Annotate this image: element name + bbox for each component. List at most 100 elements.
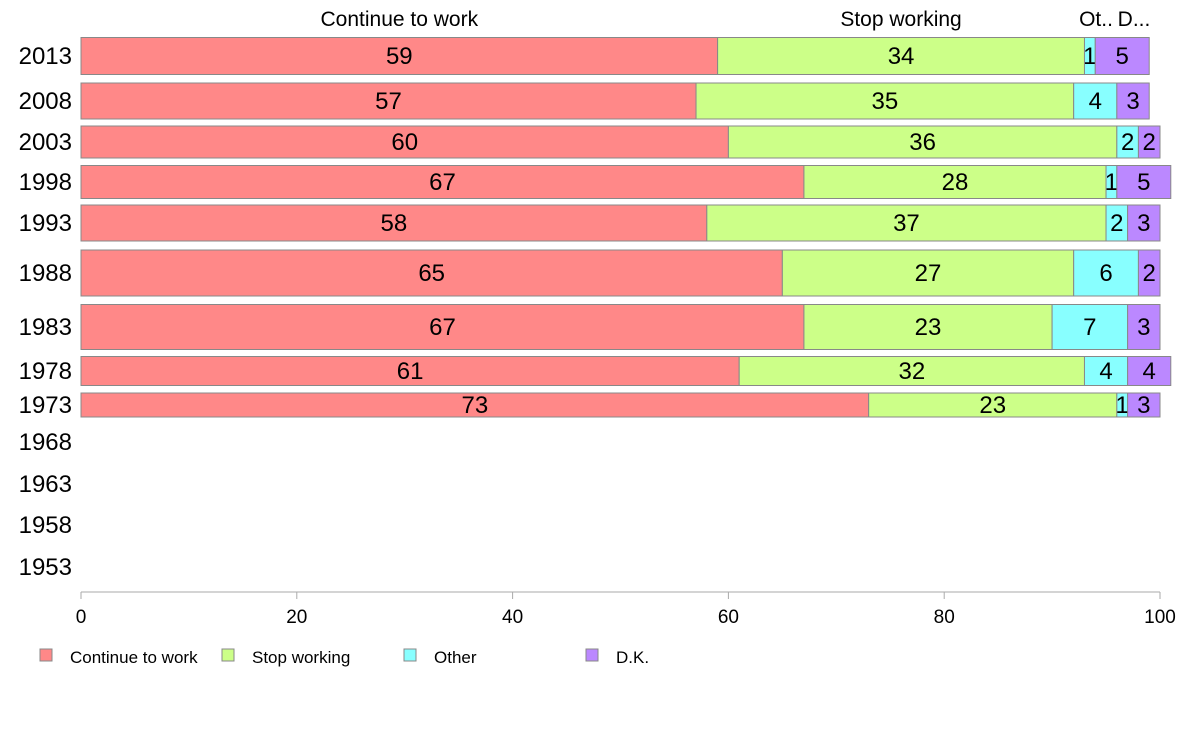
y-label-1958: 1958 (19, 512, 72, 539)
legend-swatch-3 (585, 648, 599, 662)
bar-1998-series-3 (1116, 165, 1172, 199)
bar-label-1993-series-1: 37 (893, 210, 920, 237)
top-label-3: D... (1118, 8, 1151, 31)
bar-1983-series-0 (80, 304, 805, 350)
bar-2003-series-0 (80, 125, 729, 159)
bar-label-1973-series-1: 23 (979, 392, 1006, 419)
bar-label-1993-series-2: 2 (1110, 210, 1123, 237)
legend-swatch-1 (221, 648, 235, 662)
legend-label-1: Stop working (252, 648, 350, 667)
bar-label-1988-series-0: 65 (418, 260, 445, 287)
bar-label-1993-series-3: 3 (1137, 210, 1150, 237)
y-label-1973: 1973 (19, 392, 72, 419)
top-series-labels: Continue to work Stop working Ot.. D... (321, 8, 1151, 31)
bar-1973-series-1 (868, 392, 1118, 418)
bar-label-1973-series-2: 1 (1116, 392, 1129, 419)
bar-label-1998-series-1: 28 (942, 169, 969, 196)
x-tick-label-80: 80 (934, 607, 955, 628)
bar-2003-series-1 (727, 125, 1118, 159)
bar-1978-series-3 (1127, 356, 1172, 386)
y-label-1963: 1963 (19, 471, 72, 498)
bar-label-2003-series-2: 2 (1121, 129, 1134, 156)
bar-1983-series-2 (1051, 304, 1129, 350)
bar-label-2003-series-0: 60 (391, 129, 418, 156)
bar-label-1998-series-0: 67 (429, 169, 456, 196)
legend-label-0: Continue to work (70, 648, 198, 667)
legend-swatch-2 (403, 648, 417, 662)
bar-1978-series-2 (1083, 356, 1129, 386)
bar-label-1993-series-0: 58 (381, 210, 408, 237)
bar-label-2008-series-1: 35 (872, 88, 899, 115)
y-label-2013: 2013 (19, 43, 72, 70)
bar-1993-series-3 (1127, 204, 1161, 242)
bar-label-1978-series-2: 4 (1099, 358, 1112, 385)
bar-1988-series-0 (80, 249, 783, 297)
x-tick-label-100: 100 (1144, 607, 1176, 628)
bar-2013-series-1 (717, 37, 1085, 75)
bar-label-2008-series-0: 57 (375, 88, 402, 115)
bar-1978-series-1 (738, 356, 1085, 386)
bar-1988-series-1 (781, 249, 1075, 297)
y-label-1998: 1998 (19, 169, 72, 196)
y-label-2008: 2008 (19, 88, 72, 115)
bar-label-1983-series-3: 3 (1137, 314, 1150, 341)
bar-1973-series-3 (1127, 392, 1161, 418)
bar-label-1973-series-3: 3 (1137, 392, 1150, 419)
bar-label-1978-series-3: 4 (1143, 358, 1156, 385)
bar-label-1988-series-2: 6 (1099, 260, 1112, 287)
top-label-2: Ot.. (1079, 8, 1113, 31)
bar-1998-series-1 (803, 165, 1107, 199)
bar-label-2008-series-2: 4 (1089, 88, 1102, 115)
bar-label-2003-series-3: 2 (1143, 129, 1156, 156)
bar-1993-series-1 (706, 204, 1107, 242)
bar-2008-series-3 (1116, 82, 1150, 120)
bar-label-2013-series-0: 59 (386, 43, 413, 70)
bar-label-2013-series-2: 1 (1083, 43, 1096, 70)
y-label-1988: 1988 (19, 260, 72, 287)
bar-label-1973-series-0: 73 (461, 392, 488, 419)
legend: Continue to work Stop working Other D.K. (39, 648, 649, 667)
x-tick-label-40: 40 (502, 607, 523, 628)
bar-1983-series-3 (1127, 304, 1161, 350)
bar-2013-series-3 (1094, 37, 1150, 75)
bar-1988-series-2 (1073, 249, 1139, 297)
y-label-2003: 2003 (19, 129, 72, 156)
y-label-1953: 1953 (19, 554, 72, 581)
bars: 59 34 1 557 35 4 360 36 2 267 28 1 558 37 2 365 27 6 267 23… (80, 37, 1172, 419)
legend-swatch-0 (39, 648, 53, 662)
bar-2013-series-0 (80, 37, 719, 75)
x-tick-label-0: 0 (76, 607, 87, 628)
bar-label-2013-series-1: 34 (888, 43, 915, 70)
y-label-1983: 1983 (19, 314, 72, 341)
bar-label-2008-series-3: 3 (1126, 88, 1139, 115)
bar-2008-series-2 (1073, 82, 1118, 120)
bar-label-2003-series-1: 36 (909, 129, 936, 156)
bar-1983-series-1 (803, 304, 1053, 350)
x-axis: 0 20 40 60 80 100 (76, 591, 1176, 628)
y-label-1968: 1968 (19, 429, 72, 456)
x-tick-label-60: 60 (718, 607, 739, 628)
bar-1998-series-0 (80, 165, 805, 199)
legend-label-2: Other (434, 648, 477, 667)
bar-2008-series-1 (695, 82, 1075, 120)
bar-label-1978-series-0: 61 (397, 358, 424, 385)
bar-label-2013-series-3: 5 (1116, 43, 1129, 70)
bar-2003-series-3 (1137, 125, 1161, 159)
bar-label-1988-series-1: 27 (915, 260, 942, 287)
bar-label-1983-series-2: 7 (1083, 314, 1096, 341)
bar-label-1998-series-3: 5 (1137, 169, 1150, 196)
top-label-0: Continue to work (321, 8, 479, 31)
x-tick-label-20: 20 (286, 607, 307, 628)
bar-label-1978-series-1: 32 (898, 358, 925, 385)
bar-label-1988-series-3: 2 (1143, 260, 1156, 287)
y-axis-labels: 2013 2008 2003 1998 1993 1988 1983 1978 1973 1968… (19, 43, 72, 581)
bar-1978-series-0 (80, 356, 740, 386)
legend-label-3: D.K. (616, 648, 649, 667)
y-label-1978: 1978 (19, 358, 72, 385)
bar-1988-series-3 (1137, 249, 1161, 297)
bar-label-1983-series-0: 67 (429, 314, 456, 341)
bar-label-1983-series-1: 23 (915, 314, 942, 341)
y-label-1993: 1993 (19, 210, 72, 237)
bar-label-1998-series-2: 1 (1105, 169, 1118, 196)
